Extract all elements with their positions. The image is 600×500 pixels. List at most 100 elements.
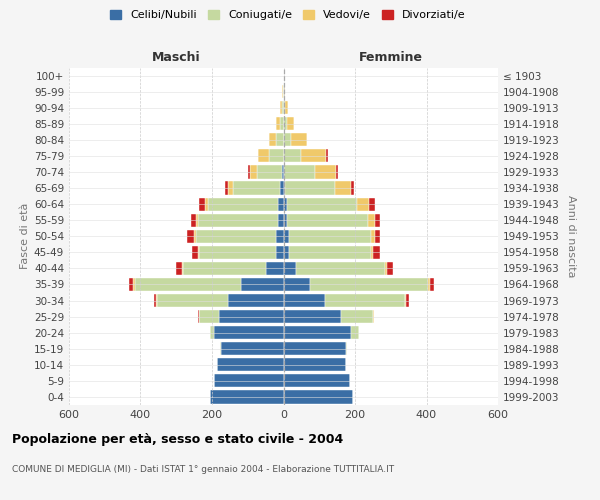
Bar bbox=[284, 374, 350, 388]
Bar bbox=[346, 342, 347, 355]
Bar bbox=[135, 278, 241, 291]
Bar bbox=[154, 294, 156, 307]
Bar bbox=[210, 390, 284, 404]
Bar bbox=[225, 182, 228, 194]
Bar bbox=[228, 294, 284, 307]
Bar bbox=[284, 358, 346, 372]
Bar bbox=[217, 358, 284, 372]
Bar bbox=[221, 342, 284, 355]
Bar bbox=[314, 166, 336, 178]
Bar bbox=[266, 262, 284, 275]
Bar bbox=[284, 278, 310, 291]
Bar bbox=[335, 182, 352, 194]
Bar bbox=[199, 310, 219, 323]
Bar bbox=[282, 166, 284, 178]
Bar bbox=[368, 214, 374, 227]
Bar bbox=[374, 214, 380, 227]
Bar bbox=[284, 342, 346, 355]
Bar bbox=[199, 246, 277, 259]
Bar bbox=[228, 182, 233, 194]
Bar bbox=[282, 85, 283, 98]
Bar bbox=[280, 101, 282, 114]
Bar bbox=[282, 101, 284, 114]
Bar bbox=[371, 230, 374, 243]
Bar bbox=[284, 230, 289, 243]
Bar bbox=[284, 133, 290, 146]
Bar bbox=[371, 246, 373, 259]
Bar bbox=[280, 182, 284, 194]
Bar bbox=[277, 230, 284, 243]
Bar bbox=[241, 278, 284, 291]
Bar bbox=[405, 294, 406, 307]
Bar bbox=[278, 198, 284, 210]
Bar bbox=[214, 374, 284, 388]
Bar bbox=[277, 246, 284, 259]
Bar bbox=[373, 246, 380, 259]
Bar bbox=[283, 85, 284, 98]
Bar bbox=[284, 166, 314, 178]
Bar bbox=[428, 278, 430, 291]
Bar bbox=[184, 262, 266, 275]
Bar bbox=[284, 262, 296, 275]
Bar bbox=[296, 262, 385, 275]
Bar bbox=[277, 133, 284, 146]
Bar bbox=[385, 262, 387, 275]
Text: Maschi: Maschi bbox=[152, 52, 200, 64]
Bar bbox=[176, 262, 182, 275]
Bar bbox=[387, 262, 392, 275]
Bar bbox=[406, 294, 409, 307]
Bar bbox=[208, 198, 278, 210]
Bar bbox=[258, 150, 259, 162]
Bar bbox=[196, 230, 277, 243]
Bar bbox=[156, 294, 157, 307]
Bar bbox=[285, 182, 335, 194]
Text: Popolazione per età, sesso e stato civile - 2004: Popolazione per età, sesso e stato civil… bbox=[12, 432, 343, 446]
Bar bbox=[196, 214, 198, 227]
Bar bbox=[220, 342, 221, 355]
Bar bbox=[193, 246, 198, 259]
Bar bbox=[310, 278, 428, 291]
Bar bbox=[374, 230, 380, 243]
Bar bbox=[357, 198, 370, 210]
Bar bbox=[287, 198, 357, 210]
Bar bbox=[205, 198, 208, 210]
Bar bbox=[284, 390, 353, 404]
Bar bbox=[341, 310, 373, 323]
Bar bbox=[280, 117, 284, 130]
Bar bbox=[269, 150, 284, 162]
Bar bbox=[430, 278, 434, 291]
Bar bbox=[287, 117, 294, 130]
Bar bbox=[352, 326, 359, 340]
Bar bbox=[219, 310, 284, 323]
Bar bbox=[210, 326, 214, 340]
Bar bbox=[284, 198, 287, 210]
Bar bbox=[284, 310, 341, 323]
Bar bbox=[289, 246, 371, 259]
Y-axis label: Anni di nascita: Anni di nascita bbox=[566, 195, 576, 278]
Bar bbox=[278, 214, 284, 227]
Bar bbox=[284, 246, 289, 259]
Bar bbox=[182, 262, 184, 275]
Bar bbox=[326, 150, 328, 162]
Bar bbox=[259, 150, 269, 162]
Bar bbox=[194, 230, 196, 243]
Bar bbox=[290, 133, 307, 146]
Bar bbox=[285, 101, 288, 114]
Bar bbox=[129, 278, 133, 291]
Y-axis label: Fasce di età: Fasce di età bbox=[20, 203, 30, 270]
Bar bbox=[250, 166, 257, 178]
Bar bbox=[370, 198, 374, 210]
Bar bbox=[325, 294, 405, 307]
Bar bbox=[198, 310, 199, 323]
Bar bbox=[157, 294, 228, 307]
Bar bbox=[133, 278, 135, 291]
Bar bbox=[233, 182, 280, 194]
Text: Femmine: Femmine bbox=[359, 52, 423, 64]
Bar bbox=[284, 214, 287, 227]
Legend: Celibi/Nubili, Coniugati/e, Vedovi/e, Divorziati/e: Celibi/Nubili, Coniugati/e, Vedovi/e, Di… bbox=[106, 6, 470, 25]
Bar bbox=[214, 326, 284, 340]
Bar bbox=[257, 166, 282, 178]
Bar bbox=[373, 310, 374, 323]
Bar bbox=[197, 214, 278, 227]
Bar bbox=[284, 150, 301, 162]
